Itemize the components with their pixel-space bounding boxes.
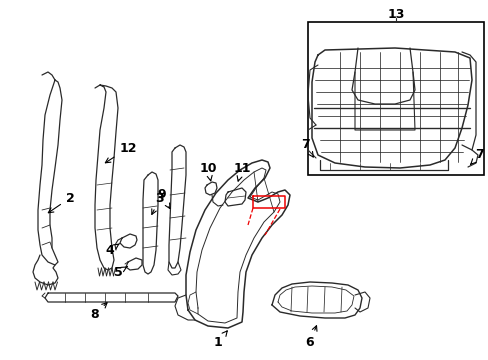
Text: 6: 6 xyxy=(305,326,316,348)
Text: 12: 12 xyxy=(105,141,137,163)
Text: 7: 7 xyxy=(470,148,484,164)
Text: 5: 5 xyxy=(113,266,127,279)
Text: 13: 13 xyxy=(386,8,404,21)
Bar xyxy=(307,22,483,175)
Text: 11: 11 xyxy=(233,162,250,181)
Text: 2: 2 xyxy=(48,192,74,213)
Text: 7: 7 xyxy=(300,139,313,157)
Text: 3: 3 xyxy=(151,192,164,215)
Text: 10: 10 xyxy=(199,162,216,181)
Text: 1: 1 xyxy=(213,331,227,348)
Text: 4: 4 xyxy=(105,243,119,256)
Text: 9: 9 xyxy=(157,189,170,208)
Text: 8: 8 xyxy=(90,303,107,320)
